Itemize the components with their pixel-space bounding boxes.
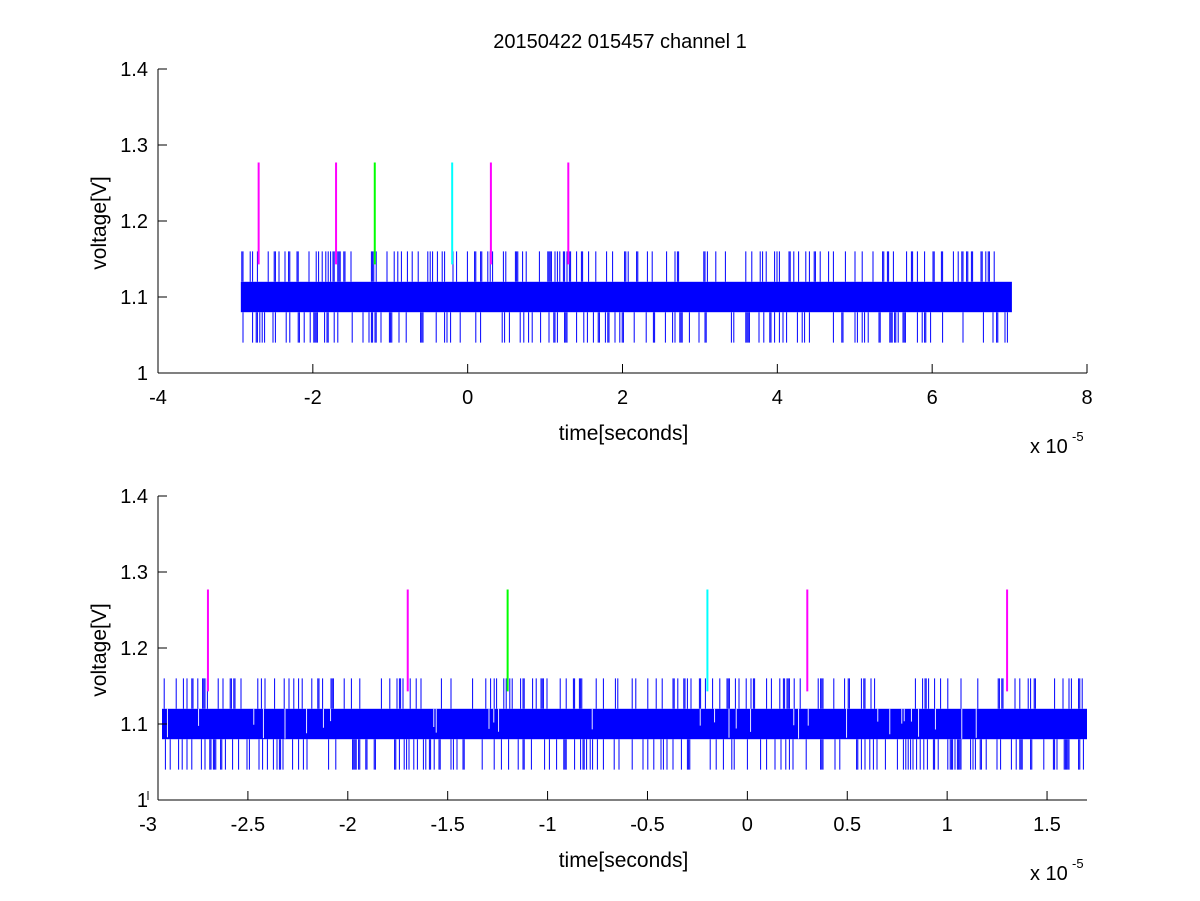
x-tick-label: -3 bbox=[139, 814, 157, 836]
x-tick-label: -0.5 bbox=[630, 814, 664, 836]
plot-top: -4 -2 0 2 4 6 8 1 1.1 1.2 1.3 1.4 time[seconds] volta… bbox=[88, 59, 1093, 458]
x-tick-label: 8 bbox=[1081, 387, 1092, 409]
x-multiplier-label: x 10 bbox=[1030, 863, 1068, 885]
x-axis-label: time[seconds] bbox=[559, 849, 689, 872]
x-tick-label: 4 bbox=[772, 387, 783, 409]
x-multiplier-label: x 10 bbox=[1030, 436, 1068, 458]
y-tick-label: 1.2 bbox=[120, 211, 148, 233]
y-tick-label: 1 bbox=[137, 790, 148, 812]
signal-spikes-high bbox=[241, 251, 995, 282]
y-tick-label: 1.1 bbox=[120, 287, 148, 309]
x-tick-label: -1 bbox=[539, 814, 557, 836]
x-tick-label: 0.5 bbox=[833, 814, 861, 836]
x-multiplier-exponent: -5 bbox=[1072, 429, 1084, 444]
signal-spikes-low bbox=[242, 312, 1008, 343]
x-tick-label: 1.5 bbox=[1033, 814, 1061, 836]
y-tick-label: 1.3 bbox=[120, 562, 148, 584]
y-tick-label: 1.4 bbox=[120, 486, 148, 508]
signal-spikes-high bbox=[163, 678, 1083, 709]
y-tick-label: 1.1 bbox=[120, 714, 148, 736]
x-tick-label: 2 bbox=[617, 387, 628, 409]
x-tick-label: 6 bbox=[927, 387, 938, 409]
x-tick-label: -2 bbox=[339, 814, 357, 836]
y-tick-label: 1 bbox=[137, 363, 148, 385]
y-tick-label: 1.4 bbox=[120, 59, 148, 81]
y-axis-label: voltage[V] bbox=[88, 176, 111, 269]
x-tick-label: -4 bbox=[149, 387, 167, 409]
figure-title: 20150422 015457 channel 1 bbox=[493, 31, 747, 53]
plot-bottom: -3 -2.5 -2 -1.5 -1 -0.5 0 0.5 1 1.5 1 1.1 1.2 1.3 1.4 t… bbox=[88, 486, 1087, 885]
y-axis-label: voltage[V] bbox=[88, 603, 111, 696]
x-tick-label: 1 bbox=[942, 814, 953, 836]
signal-series bbox=[240, 251, 1012, 343]
x-tick-label: -2 bbox=[304, 387, 322, 409]
x-axis-label: time[seconds] bbox=[559, 422, 689, 445]
x-tick-label: -1.5 bbox=[430, 814, 464, 836]
y-tick-label: 1.2 bbox=[120, 638, 148, 660]
signal-band-gaps bbox=[166, 708, 977, 739]
signal-series bbox=[161, 678, 1087, 770]
x-tick-label: -2.5 bbox=[231, 814, 265, 836]
x-multiplier-exponent: -5 bbox=[1072, 856, 1084, 871]
signal-spikes-low bbox=[164, 739, 1084, 770]
signal-band bbox=[161, 708, 1087, 740]
x-tick-label: 0 bbox=[462, 387, 473, 409]
x-tick-label: 0 bbox=[742, 814, 753, 836]
y-tick-label: 1.3 bbox=[120, 135, 148, 157]
signal-band bbox=[240, 281, 1012, 313]
